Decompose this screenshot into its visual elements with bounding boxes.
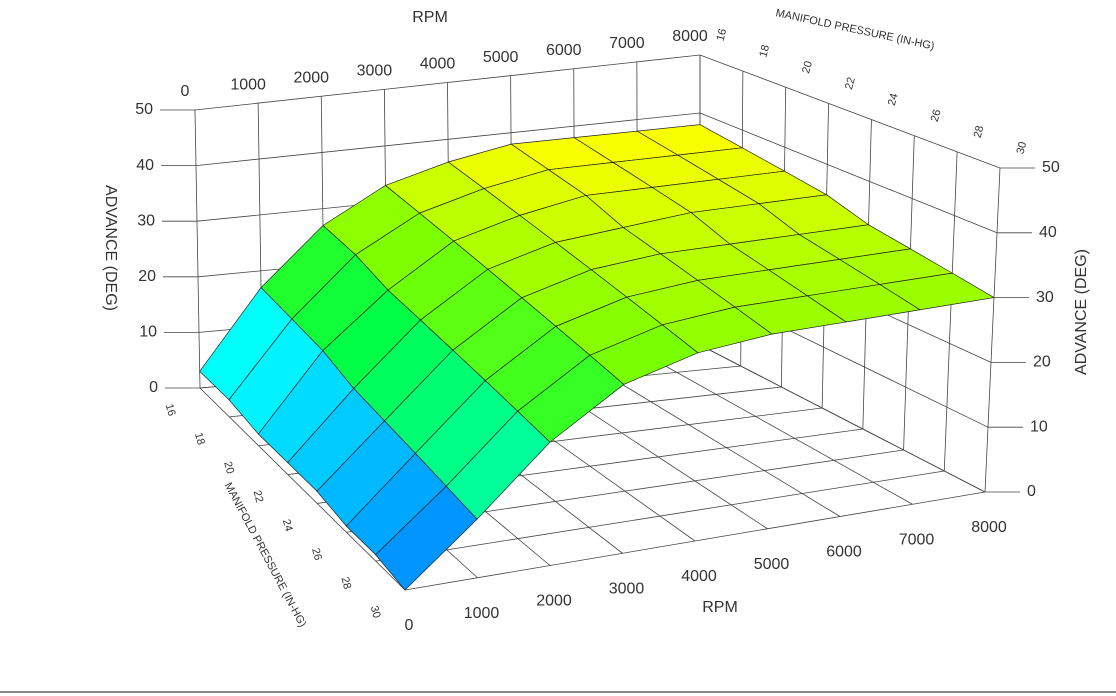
floor-grid-line bbox=[637, 350, 913, 505]
x-tick-label: 7000 bbox=[609, 35, 645, 52]
y-tick-label: 20 bbox=[800, 60, 815, 75]
y-tick-label: 24 bbox=[280, 518, 295, 533]
x-tick-label: 8000 bbox=[672, 28, 708, 45]
floor-grid-line bbox=[199, 387, 406, 591]
floor-grid-line bbox=[375, 470, 945, 562]
y-tick-label: 16 bbox=[163, 403, 178, 418]
x-tick-label: 4000 bbox=[420, 56, 456, 73]
x-axis-title-top: RPM bbox=[412, 9, 448, 26]
x-tick-label: 2000 bbox=[293, 69, 329, 86]
right-wall-grid-line bbox=[943, 151, 958, 472]
y-tick-label: 18 bbox=[757, 44, 772, 59]
x-tick-label: 5000 bbox=[754, 556, 790, 573]
z-tick-label: 30 bbox=[1036, 289, 1054, 306]
right-wall-grid-line bbox=[699, 344, 986, 493]
y-tick-label: 26 bbox=[309, 547, 324, 562]
y-tick-label: 22 bbox=[251, 489, 266, 504]
x-tick-label: 1000 bbox=[464, 605, 500, 622]
surface-patch bbox=[375, 485, 478, 591]
x-tick-label: 0 bbox=[181, 83, 190, 100]
z-tick-label: 40 bbox=[1039, 224, 1057, 241]
y-tick-label: 18 bbox=[192, 431, 207, 446]
x-tick-label: 3000 bbox=[357, 63, 393, 80]
x-tick-label: 6000 bbox=[546, 42, 582, 59]
z-tick-label: 10 bbox=[139, 324, 157, 341]
y-tick-label: 24 bbox=[886, 92, 901, 107]
y-tick-label: 22 bbox=[843, 76, 858, 91]
floor-grid-line bbox=[404, 491, 986, 591]
z-tick-label: 40 bbox=[136, 157, 154, 174]
y-tick-label: 16 bbox=[715, 28, 730, 43]
right-wall-grid-line bbox=[699, 112, 998, 234]
x-tick-label: 2000 bbox=[536, 593, 572, 610]
y-tick-label: 30 bbox=[1015, 141, 1030, 156]
right-wall-grid-line bbox=[699, 54, 1001, 169]
x-tick-label: 8000 bbox=[971, 519, 1007, 536]
right-wall-grid-line bbox=[984, 167, 1001, 493]
x-tick-label: 4000 bbox=[681, 568, 717, 585]
z-tick-label: 10 bbox=[1030, 418, 1048, 435]
back-wall-grid-line bbox=[194, 109, 201, 389]
y-tick-label: 30 bbox=[368, 605, 383, 620]
z-axis-title-left: ADVANCE (DEG) bbox=[102, 185, 119, 311]
z-tick-label: 20 bbox=[1033, 354, 1051, 371]
y-tick-label: 26 bbox=[929, 108, 944, 123]
x-tick-label: 1000 bbox=[230, 76, 266, 93]
back-wall-grid-line bbox=[195, 112, 701, 166]
y-tick-label: 28 bbox=[338, 576, 353, 591]
x-tick-label: 5000 bbox=[483, 49, 519, 66]
x-axis-title-bottom: RPM bbox=[702, 599, 738, 616]
z-tick-label: 30 bbox=[137, 212, 155, 229]
z-tick-label: 0 bbox=[1027, 483, 1036, 500]
x-tick-label: 0 bbox=[405, 617, 414, 634]
z-tick-label: 50 bbox=[1042, 159, 1060, 176]
z-axis-title-right: ADVANCE (DEG) bbox=[1073, 249, 1090, 375]
z-tick-label: 20 bbox=[138, 268, 156, 285]
x-tick-label: 3000 bbox=[609, 580, 645, 597]
x-tick-label: 6000 bbox=[826, 544, 862, 561]
back-wall-grid-line bbox=[194, 54, 701, 111]
y-tick-label: 20 bbox=[221, 460, 236, 475]
z-tick-label: 50 bbox=[135, 101, 153, 118]
x-tick-label: 7000 bbox=[899, 531, 935, 548]
z-tick-label: 0 bbox=[149, 379, 158, 396]
y-tick-label: 28 bbox=[972, 124, 987, 139]
